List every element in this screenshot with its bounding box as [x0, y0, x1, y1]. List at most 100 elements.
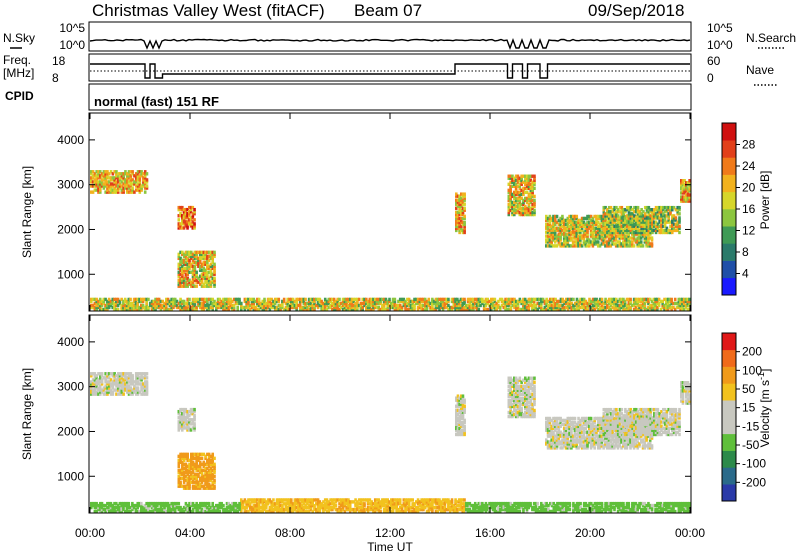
heatmap-cell: [181, 407, 184, 412]
heatmap-cell: [629, 220, 633, 224]
heatmap-cell: [129, 297, 132, 302]
heatmap-cell: [256, 299, 259, 304]
heatmap-cell: [600, 440, 604, 444]
heatmap-cell: [179, 468, 182, 472]
heatmap-cell: [382, 299, 386, 304]
heatmap-cell: [545, 234, 548, 238]
heatmap-cell: [573, 226, 577, 230]
freq-series: [90, 63, 690, 79]
heatmap-cell: [660, 218, 663, 222]
colorbar-tick-label: 8: [742, 245, 749, 259]
heatmap-cell: [133, 180, 136, 184]
heatmap-cell: [516, 174, 520, 178]
heatmap-cell: [93, 374, 97, 378]
heatmap-cell: [647, 216, 651, 220]
heatmap-cell: [598, 444, 602, 448]
heatmap-cell: [463, 301, 466, 306]
heatmap-cell: [145, 307, 148, 312]
heatmap-cell: [402, 299, 406, 304]
heatmap-cell: [682, 307, 686, 312]
heatmap-cell: [111, 305, 115, 310]
heatmap-cell: [640, 228, 643, 233]
heatmap-cell: [579, 436, 582, 440]
heatmap-cell: [197, 484, 200, 488]
heatmap-cell: [179, 266, 182, 270]
heatmap-cell: [391, 301, 395, 306]
heatmap-cell: [566, 220, 570, 225]
heatmap-cell: [566, 222, 570, 227]
heatmap-cell: [641, 232, 645, 236]
heatmap-cell: [254, 299, 257, 304]
heatmap-cell: [531, 198, 534, 203]
heatmap-cell: [607, 307, 611, 312]
heatmap-cell: [179, 418, 182, 422]
heatmap-cell: [656, 210, 660, 214]
heatmap-cell: [607, 224, 611, 228]
heatmap-cell: [546, 244, 550, 248]
y-tick-label: 2000: [57, 222, 84, 236]
heatmap-cell: [179, 456, 182, 461]
heatmap-cell: [606, 220, 609, 224]
heatmap-cell: [568, 424, 571, 429]
heatmap-cell: [129, 182, 133, 186]
heatmap-cell: [184, 454, 188, 459]
heatmap-cell: [188, 476, 191, 480]
heatmap-cell: [527, 194, 531, 199]
heatmap-cell: [215, 307, 218, 312]
heatmap-cell: [490, 307, 493, 312]
heatmap-cell: [147, 305, 150, 310]
heatmap-cell: [600, 420, 604, 425]
heatmap-cell: [204, 278, 207, 282]
heatmap-cell: [323, 307, 327, 312]
heatmap-cell: [204, 276, 207, 280]
heatmap-cell: [127, 380, 131, 384]
heatmap-cell: [636, 210, 640, 214]
heatmap-cell: [591, 426, 595, 430]
heatmap-cell: [182, 472, 186, 476]
heatmap-cell: [120, 374, 124, 378]
heatmap-cell: [113, 307, 116, 312]
heatmap-cell: [566, 216, 570, 221]
heatmap-cell: [529, 299, 532, 304]
heatmap-cell: [191, 258, 195, 263]
heatmap-cell: [416, 307, 420, 312]
heatmap-cell: [204, 268, 207, 272]
heatmap-cell: [90, 386, 93, 390]
heatmap-cell: [670, 230, 674, 235]
heatmap-cell: [604, 307, 607, 312]
heatmap-cell: [579, 442, 582, 446]
heatmap-cell: [652, 220, 656, 224]
heatmap-cell: [109, 176, 113, 180]
heatmap-cell: [553, 218, 557, 223]
heatmap-cell: [245, 303, 248, 308]
heatmap-cell: [581, 299, 584, 304]
heatmap-cell: [596, 228, 600, 232]
heatmap-cell: [623, 240, 627, 244]
heatmap-cell: [102, 392, 106, 396]
heatmap-cell: [458, 414, 461, 419]
heatmap-cell: [525, 390, 529, 395]
heatmap-cell: [295, 299, 298, 304]
heatmap-cell: [100, 303, 104, 308]
heatmap-cell: [600, 301, 604, 306]
heatmap-cell: [206, 478, 209, 482]
heatmap-cell: [598, 226, 602, 230]
heatmap-cell: [550, 438, 553, 442]
heatmap-cell: [142, 172, 145, 176]
heatmap-cell: [559, 432, 562, 436]
heatmap-cell: [357, 303, 361, 308]
heatmap-cell: [645, 297, 648, 302]
heatmap-cell: [129, 382, 133, 386]
heatmap-cell: [602, 216, 605, 221]
heatmap-cell: [609, 210, 613, 214]
heatmap-cell: [145, 388, 149, 392]
heatmap-cell: [591, 226, 595, 230]
heatmap-cell: [197, 486, 200, 490]
heatmap-cell: [647, 222, 651, 226]
heatmap-cell: [593, 432, 596, 436]
heatmap-cell: [138, 186, 142, 190]
heatmap-cell: [518, 384, 522, 388]
heatmap-cell: [570, 220, 573, 225]
heatmap-cell: [107, 305, 111, 310]
heatmap-cell: [372, 307, 375, 312]
